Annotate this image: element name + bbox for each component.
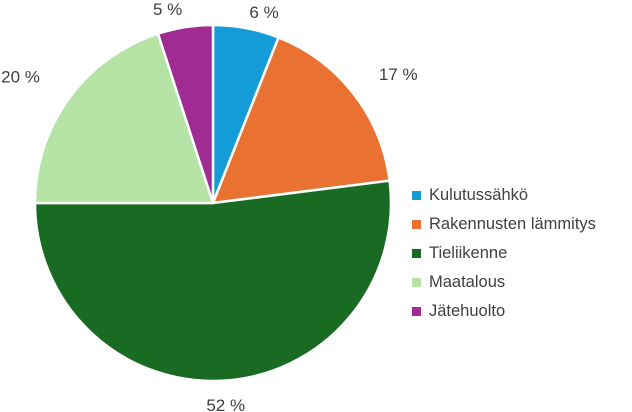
legend-swatch <box>412 278 421 287</box>
pie-slice-5 <box>156 23 215 205</box>
legend-label: Kulutussähkö <box>429 186 529 204</box>
pie-slice-3 <box>33 179 393 383</box>
legend-swatch <box>412 249 421 258</box>
data-label-4: 20 % <box>1 68 40 87</box>
legend: Kulutussähkö Rakennusten lämmitys Tieliike… <box>412 181 596 326</box>
legend-label: Maatalous <box>429 273 506 291</box>
data-label-2: 17 % <box>379 65 418 84</box>
legend-item-2: Rakennusten lämmitys <box>412 210 596 239</box>
legend-swatch <box>412 220 421 229</box>
data-label-5: 5 % <box>153 0 182 19</box>
legend-swatch <box>412 307 421 316</box>
legend-item-5: Jätehuolto <box>412 297 596 326</box>
legend-item-3: Tieliikenne <box>412 239 596 268</box>
pie-slice-2 <box>211 36 391 205</box>
legend-label: Jätehuolto <box>429 302 506 320</box>
legend-item-4: Maatalous <box>412 268 596 297</box>
legend-label: Tieliikenne <box>429 244 508 262</box>
legend-label: Rakennusten lämmitys <box>429 215 596 233</box>
data-label-3: 52 % <box>206 396 245 412</box>
pie-data-labels: 6 % 17 % 52 % 20 % 5 % <box>1 0 418 412</box>
data-label-1: 6 % <box>249 3 278 22</box>
pie-slice-4 <box>33 32 215 205</box>
pie-slices <box>33 23 393 383</box>
legend-swatch <box>412 191 421 200</box>
legend-item-1: Kulutussähkö <box>412 181 596 210</box>
